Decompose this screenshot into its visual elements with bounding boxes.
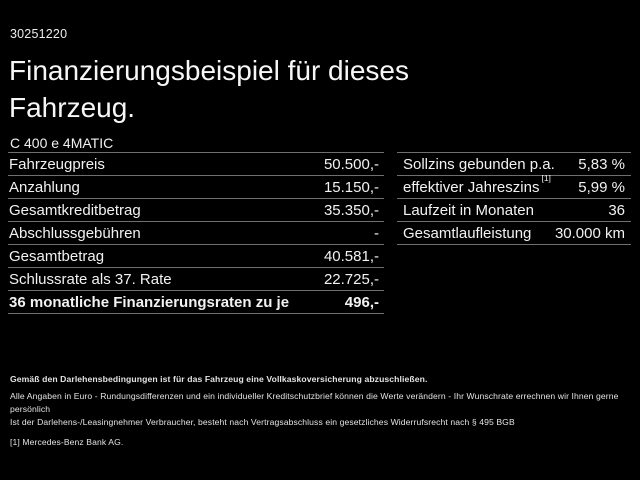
row-value: 5,83 % xyxy=(578,155,625,173)
table-row: Fahrzeugpreis 50.500,- xyxy=(8,152,384,175)
table-row: Anzahlung 15.150,- xyxy=(8,175,384,198)
row-label: 36 monatliche Finanzierungsraten zu je xyxy=(9,293,290,311)
row-value: 40.581,- xyxy=(323,247,379,265)
table-row-monthly-rate: 36 monatliche Finanzierungsraten zu je 4… xyxy=(8,290,384,313)
table-row: Laufzeit in Monaten 36 xyxy=(397,198,631,221)
interest-details-table: Sollzins gebunden p.a. 5,83 % effektiver… xyxy=(397,152,631,245)
row-value: - xyxy=(374,224,379,242)
row-value: 35.350,- xyxy=(323,201,379,219)
reference-number: 30251220 xyxy=(10,27,68,41)
row-label: Abschlussgebühren xyxy=(9,224,141,242)
footer-disclaimer-2: Ist der Darlehens-/Leasingnehmer Verbrau… xyxy=(10,417,515,427)
financing-details-table: Fahrzeugpreis 50.500,- Anzahlung 15.150,… xyxy=(8,152,384,314)
row-value: 15.150,- xyxy=(323,178,379,196)
page-title-line-2: Fahrzeug. xyxy=(9,92,136,123)
row-label: Sollzins gebunden p.a. xyxy=(403,156,555,173)
table-row: Sollzins gebunden p.a. 5,83 % xyxy=(397,152,631,175)
table-row: effektiver Jahreszins[1] 5,99 % xyxy=(397,173,631,198)
row-label: Gesamtkreditbetrag xyxy=(9,201,141,219)
row-value: 36 xyxy=(608,201,625,219)
row-value: 5,99 % xyxy=(578,178,625,196)
footer-insurance-notice: Gemäß den Darlehensbedingungen ist für d… xyxy=(10,374,428,384)
row-value: 22.725,- xyxy=(323,270,379,288)
row-label: Laufzeit in Monaten xyxy=(403,202,534,219)
row-value: 30.000 km xyxy=(554,224,625,242)
footer-disclaimer-1: Alle Angaben in Euro - Rundungsdifferenz… xyxy=(10,391,619,414)
table-row: Gesamtbetrag 40.581,- xyxy=(8,244,384,267)
table-row: Gesamtkreditbetrag 35.350,- xyxy=(8,198,384,221)
row-label: effektiver Jahreszins[1] xyxy=(403,173,551,196)
table-row: Abschlussgebühren - xyxy=(8,221,384,244)
footnote-marker: [1] xyxy=(541,173,551,183)
footer-footnote: [1] Mercedes-Benz Bank AG. xyxy=(10,437,124,447)
row-label: Anzahlung xyxy=(9,178,80,196)
row-label: Gesamtbetrag xyxy=(9,247,105,265)
row-value: 496,- xyxy=(344,293,379,311)
row-label: Gesamtlaufleistung xyxy=(403,225,532,242)
legal-footer: Gemäß den Darlehensbedingungen ist für d… xyxy=(10,374,632,447)
table-row: Schlussrate als 37. Rate 22.725,- xyxy=(8,267,384,290)
row-label: Fahrzeugpreis xyxy=(9,155,105,173)
row-value: 50.500,- xyxy=(323,155,379,173)
row-label: Schlussrate als 37. Rate xyxy=(9,270,172,288)
page-title: Finanzierungsbeispiel für dieses Fahrzeu… xyxy=(9,52,409,126)
page-title-line-1: Finanzierungsbeispiel für dieses xyxy=(9,55,409,86)
table-row: Gesamtlaufleistung 30.000 km xyxy=(397,221,631,244)
vehicle-model: C 400 e 4MATIC xyxy=(10,135,114,151)
